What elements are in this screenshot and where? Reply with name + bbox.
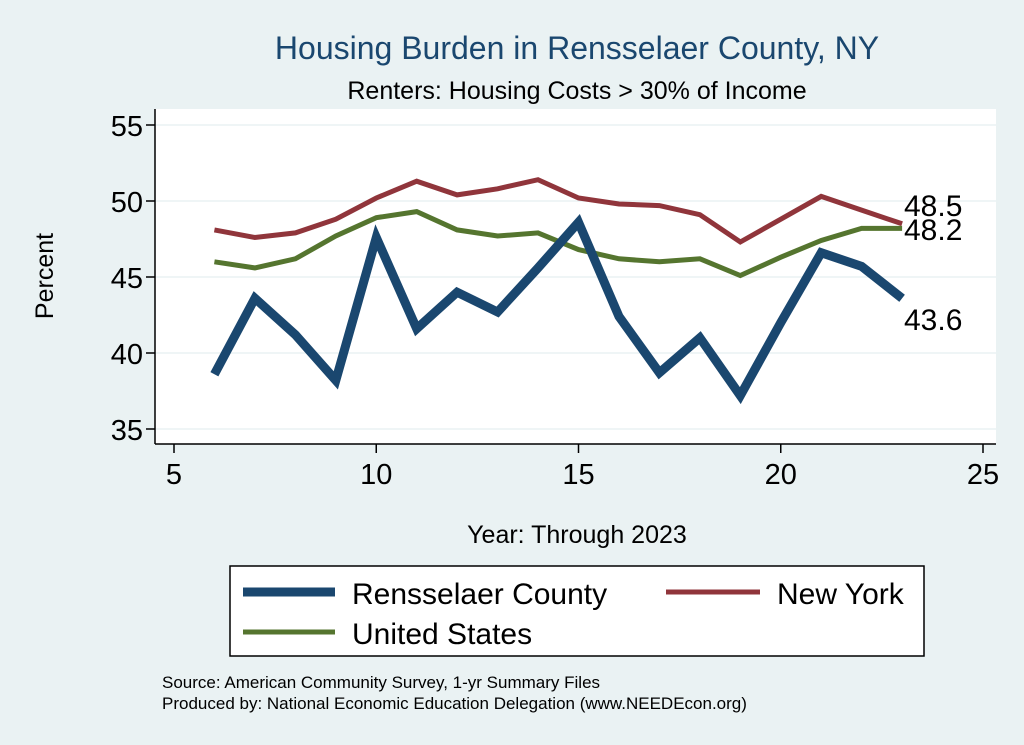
end-labels: 43.6 48.548.2 xyxy=(904,190,962,337)
end-label-rensselaer-county: 43.6 xyxy=(904,304,962,337)
chart-subtitle: Renters: Housing Costs > 30% of Income xyxy=(347,77,806,105)
x-tick-label: 20 xyxy=(765,459,797,491)
legend-label-united-states: United States xyxy=(352,618,532,651)
x-axis-title: Year: Through 2023 xyxy=(467,521,687,549)
y-tick-label: 50 xyxy=(111,187,143,219)
legend-label-rensselaer: Rensselaer County xyxy=(352,578,607,611)
end-label-new-york: 48.5 xyxy=(904,190,962,223)
source-note: Source: American Community Survey, 1-yr … xyxy=(162,673,600,692)
legend: Rensselaer County New York United States xyxy=(229,565,925,657)
y-tick-label: 35 xyxy=(111,415,143,447)
gridlines xyxy=(155,124,996,430)
end-label-united-states: 48.2 xyxy=(904,214,962,247)
series-line-rensselaer-county xyxy=(210,214,905,405)
produced-by-note: Produced by: National Economic Education… xyxy=(162,694,747,713)
y-tick-label: 40 xyxy=(111,339,143,371)
x-tick-label: 25 xyxy=(967,459,999,491)
legend-label-new-york: New York xyxy=(777,578,905,611)
y-axis-title: Percent xyxy=(31,233,59,319)
series-line-new-york xyxy=(213,177,903,245)
legend-box xyxy=(229,565,925,657)
y-tick-label: 55 xyxy=(111,111,143,143)
chart-title: Housing Burden in Rensselaer County, NY xyxy=(275,30,879,66)
series-lines xyxy=(210,177,905,405)
x-tick-label: 15 xyxy=(562,459,594,491)
x-tick-label: 5 xyxy=(166,459,182,491)
x-tick-label: 10 xyxy=(360,459,392,491)
y-tick-label: 45 xyxy=(111,263,143,295)
